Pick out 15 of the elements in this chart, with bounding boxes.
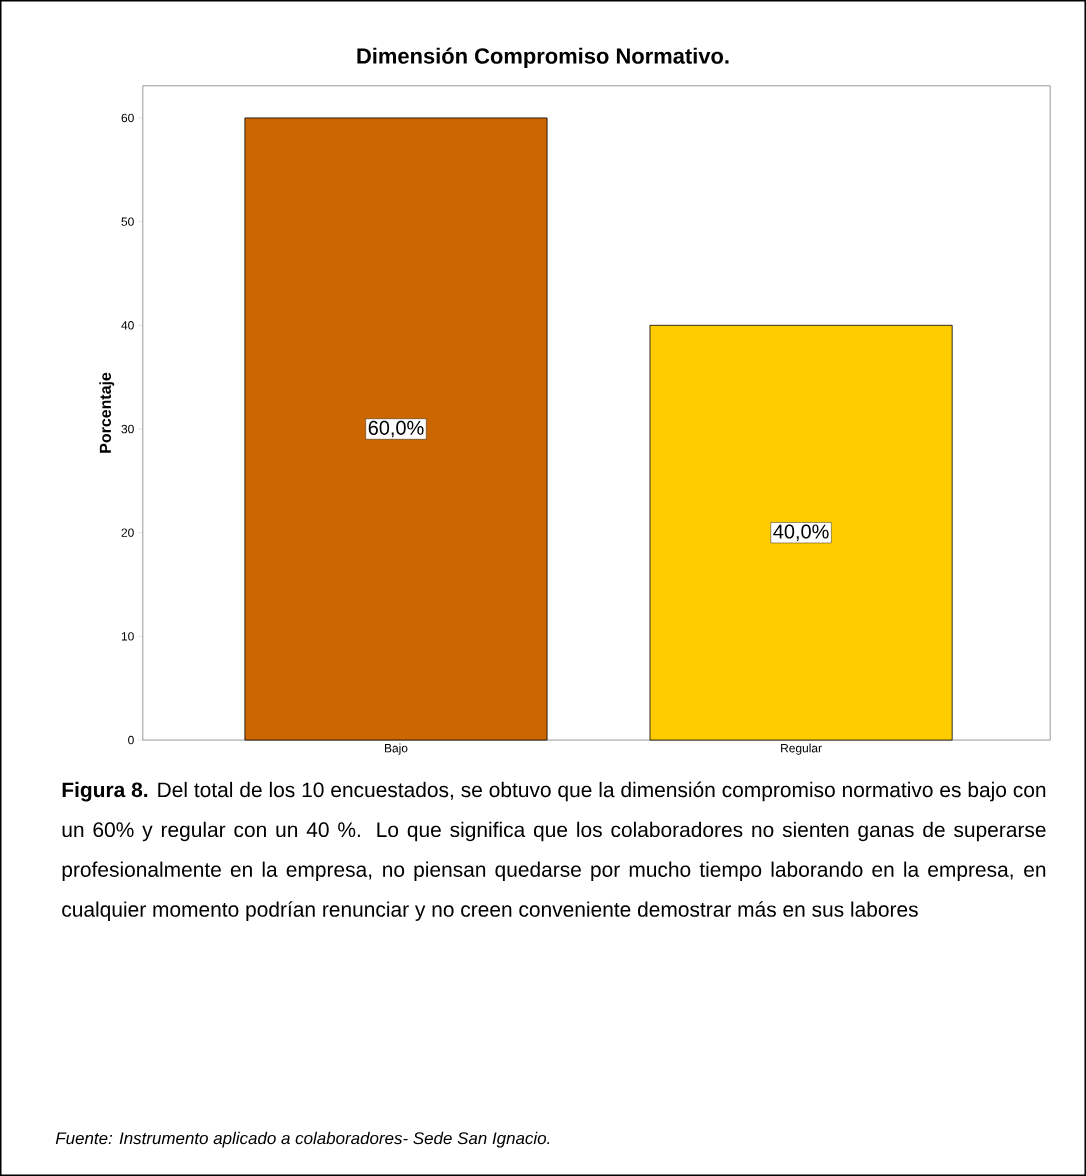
text: Fuente: Instrumento aplicado a colaboradores- Sede San Ignacio. xyxy=(55,1131,550,1148)
data-label: 40,0% xyxy=(773,524,829,541)
y-tick-label: 30 xyxy=(121,424,134,434)
text: Figura 8. Del total de los 10 encuestados, se obtuvo que la dimensión compromiso normativo es bajo con un 60% y regular con un 40 %. Lo que significa que los colaboradores no sienten ganas de superarse profesionalmente en la empresa, no piensan quedarse por mucho tiempo laborando en la empresa, en cualquier momento podrían renunciar y no creen conveniente demostrar más en sus labores xyxy=(62,781,1046,921)
y-tick-label: 40 xyxy=(121,321,134,330)
y-tick-label: 10 xyxy=(121,632,134,641)
chart-title: Dimensión Compromiso Normativo. xyxy=(357,47,729,69)
y-tick-label: 20 xyxy=(121,528,134,537)
y-axis-title: Porcentaje xyxy=(99,372,115,453)
y-tick-label: 0 xyxy=(128,735,134,745)
y-tick-label: 50 xyxy=(121,217,134,226)
x-tick-label: Bajo xyxy=(385,743,408,755)
x-tick-label: Regular xyxy=(781,743,822,755)
y-tick-label: 60 xyxy=(121,113,134,123)
data-label: 60,0% xyxy=(368,420,424,438)
